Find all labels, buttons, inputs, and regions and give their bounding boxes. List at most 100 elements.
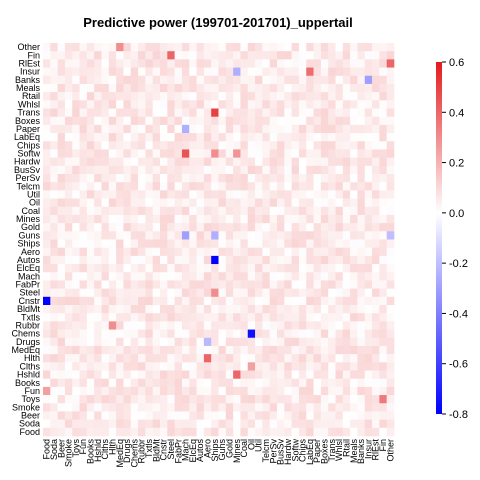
heatmap-cell: [211, 116, 219, 126]
heatmap-cell: [240, 223, 249, 232]
heatmap-cell: [138, 182, 146, 191]
heatmap-cell: [123, 378, 132, 388]
heatmap-cell: [218, 280, 227, 289]
heatmap-cell: [101, 133, 110, 142]
heatmap-cell: [350, 395, 358, 404]
heatmap-cell: [203, 370, 212, 379]
heatmap-cell: [72, 198, 80, 208]
heatmap-cell: [138, 378, 146, 388]
heatmap-cell: [255, 288, 263, 298]
heatmap-cell: [196, 255, 205, 265]
heatmap-cell: [189, 329, 197, 339]
heatmap-cell: [101, 206, 110, 216]
heatmap-cell: [277, 231, 285, 240]
heatmap-cell: [86, 51, 95, 60]
heatmap-cell: [86, 280, 95, 289]
heatmap-cell: [218, 288, 227, 298]
heatmap-cell: [203, 141, 212, 150]
heatmap-cell: [298, 165, 307, 175]
heatmap-cell: [262, 305, 270, 314]
heatmap-cell: [203, 395, 212, 404]
heatmap-cell: [386, 305, 395, 314]
heatmap-cell: [291, 321, 300, 330]
heatmap-cell: [357, 141, 366, 150]
heatmap-cell: [181, 264, 190, 273]
heatmap-cell: [43, 247, 51, 257]
x-tick-label: Banks: [356, 439, 366, 465]
heatmap-cell: [123, 362, 132, 371]
heatmap-cell: [335, 51, 344, 60]
heatmap-cell: [350, 124, 358, 134]
heatmap-cell: [152, 264, 161, 273]
heatmap-cell: [225, 264, 234, 273]
heatmap-cell: [225, 386, 234, 396]
heatmap-cell: [64, 83, 73, 93]
heatmap-cell: [123, 223, 132, 232]
heatmap-cell: [284, 378, 292, 388]
heatmap-cell: [247, 321, 256, 330]
heatmap-cell: [72, 403, 80, 412]
heatmap-cell: [277, 427, 285, 437]
heatmap-cell: [57, 165, 66, 175]
heatmap-cell: [269, 124, 278, 134]
heatmap-cell: [86, 198, 95, 208]
heatmap-cell: [277, 296, 285, 306]
heatmap-cell: [284, 288, 292, 298]
heatmap-cell: [167, 411, 175, 420]
heatmap-cell: [64, 264, 73, 273]
heatmap-cell: [372, 370, 380, 379]
heatmap-cell: [335, 100, 344, 109]
heatmap-cell: [145, 165, 153, 175]
heatmap-cell: [306, 43, 314, 52]
heatmap-cell: [189, 296, 197, 306]
heatmap-cell: [57, 296, 66, 306]
heatmap-cell: [174, 247, 183, 257]
heatmap-cell: [298, 149, 307, 158]
heatmap-cell: [269, 149, 278, 158]
heatmap-cell: [350, 231, 358, 240]
heatmap-cell: [218, 247, 227, 257]
heatmap-cell: [211, 75, 219, 85]
heatmap-cell: [108, 329, 117, 339]
heatmap-cell: [277, 247, 285, 257]
heatmap-cell: [50, 305, 58, 314]
heatmap-cell: [174, 288, 183, 298]
heatmap-cell: [284, 321, 292, 330]
heatmap-cell: [277, 51, 285, 60]
heatmap-cell: [86, 214, 95, 224]
heatmap-cell: [320, 403, 329, 412]
heatmap-cell: [364, 313, 373, 322]
heatmap-cell: [160, 141, 168, 150]
heatmap-cell: [174, 108, 183, 117]
heatmap-cell: [196, 288, 205, 298]
heatmap-cell: [225, 395, 234, 404]
heatmap-cell: [335, 206, 344, 216]
heatmap-cell: [218, 427, 227, 437]
heatmap-cell: [350, 206, 358, 216]
heatmap-cell: [196, 280, 205, 289]
heatmap-cell: [255, 264, 263, 273]
heatmap-cell: [291, 395, 300, 404]
heatmap-cell: [64, 419, 73, 429]
heatmap-cell: [342, 133, 351, 142]
heatmap-cell: [379, 280, 387, 289]
heatmap-cell: [86, 419, 95, 429]
heatmap-cell: [379, 329, 387, 339]
heatmap-cell: [116, 223, 124, 232]
heatmap-cell: [167, 108, 175, 117]
heatmap-cell: [247, 345, 256, 355]
heatmap-cell: [57, 92, 66, 101]
heatmap-cell: [101, 214, 110, 224]
x-tick-label: BldMt: [151, 439, 161, 463]
heatmap-cell: [284, 174, 292, 183]
heatmap-cell: [196, 51, 205, 60]
heatmap-cell: [50, 67, 58, 77]
heatmap-cell: [50, 354, 58, 363]
heatmap-cell: [203, 255, 212, 265]
heatmap-cell: [262, 174, 270, 183]
heatmap-cell: [379, 403, 387, 412]
heatmap-cell: [57, 362, 66, 371]
heatmap-cell: [233, 411, 241, 420]
heatmap-cell: [379, 386, 387, 396]
heatmap-cell: [262, 255, 270, 265]
